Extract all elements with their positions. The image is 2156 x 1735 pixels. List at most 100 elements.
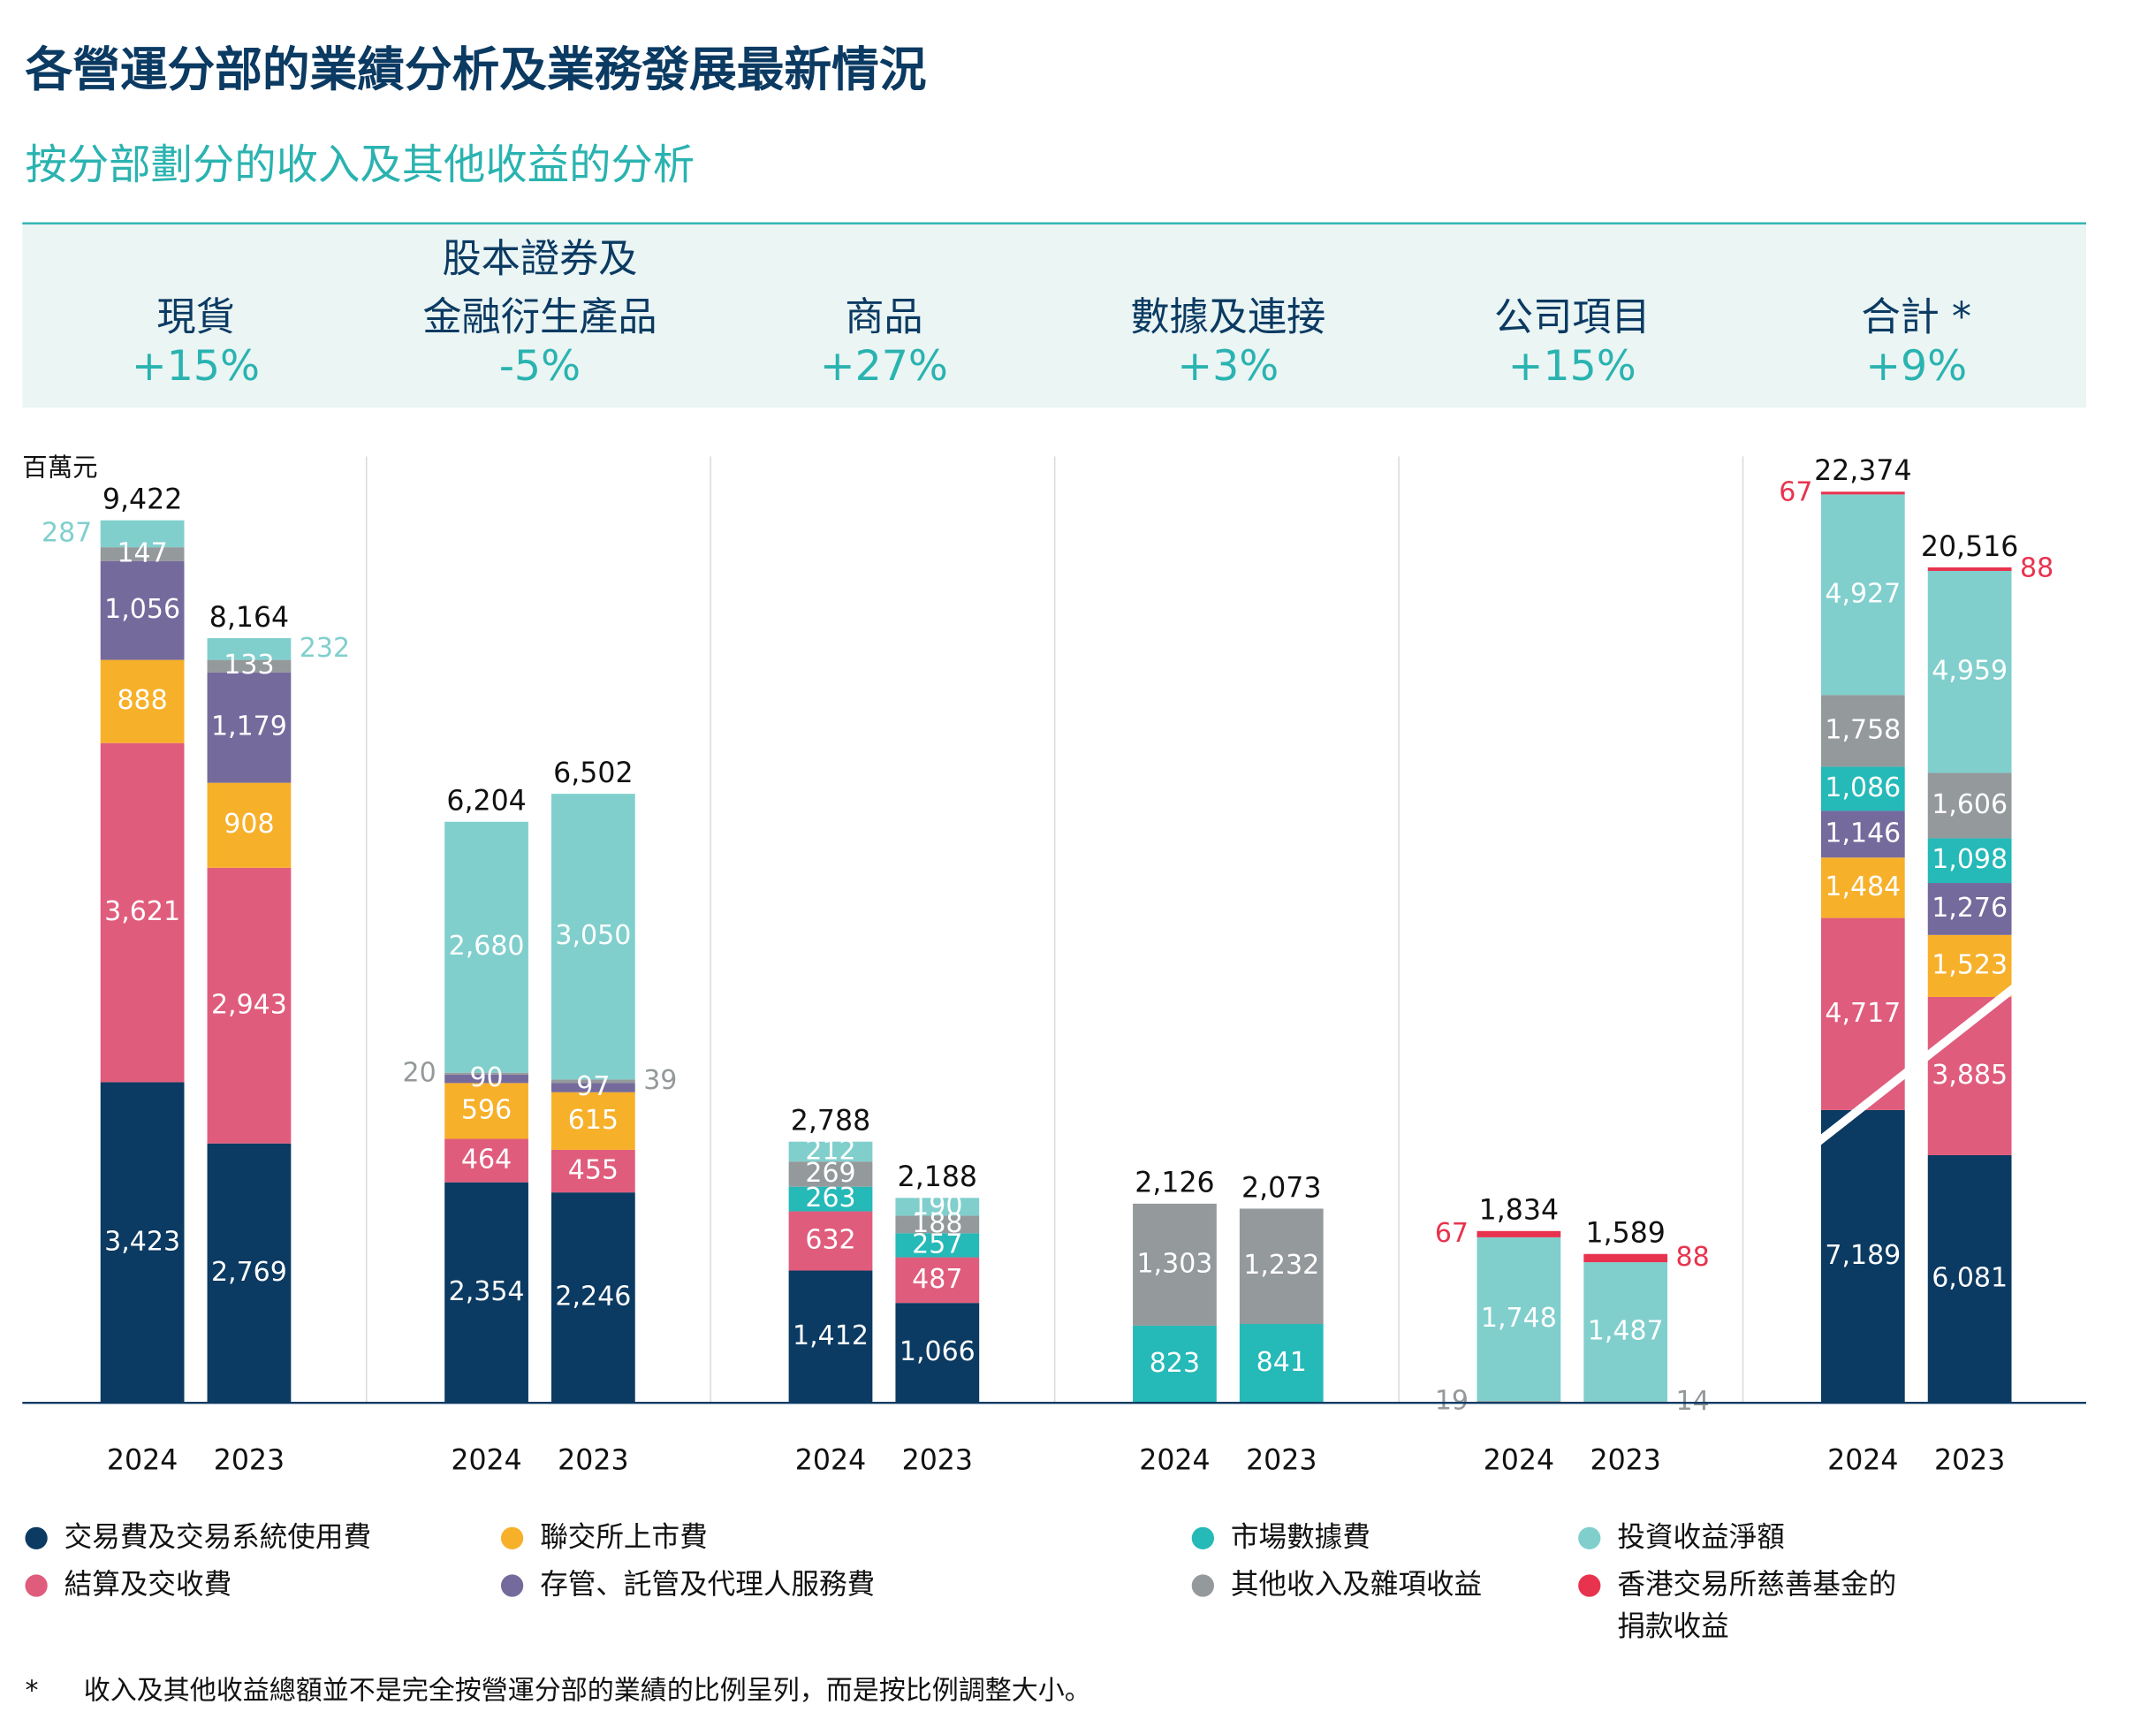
segment-label: 2,680 <box>449 931 525 962</box>
panel-title: 數據及連接 <box>1130 295 1325 340</box>
legend-label: 其他收入及雜項收益 <box>1231 1569 1482 1601</box>
segment-label: 632 <box>805 1225 855 1256</box>
segment-label: 7,189 <box>1825 1240 1901 1271</box>
chart-title: 各營運分部的業績分析及業務發展最新情況 <box>25 42 926 97</box>
bar-segment <box>207 659 292 673</box>
bar-segment <box>788 1270 873 1404</box>
bar-segment <box>550 794 635 1080</box>
total-label: 2,188 <box>898 1161 977 1193</box>
segment-label: 1,232 <box>1243 1250 1319 1281</box>
bar-segment <box>444 821 528 1073</box>
panel-change: +27% <box>820 342 948 391</box>
bar-segment <box>100 520 185 548</box>
panel-change: +15% <box>1508 342 1636 391</box>
segment-label: 4,927 <box>1825 578 1901 609</box>
segment-label: 908 <box>224 809 274 840</box>
bar-segment <box>1927 570 2012 773</box>
bar-segment <box>1820 766 1905 811</box>
x-tick-label: 2024 <box>1484 1444 1554 1476</box>
bar-segment <box>895 1198 980 1216</box>
panel-title: 公司項目 <box>1494 295 1651 340</box>
x-tick-label: 2024 <box>795 1444 866 1476</box>
legend-swatch <box>1578 1526 1601 1549</box>
segment-label: 67 <box>1779 476 1812 507</box>
bar-segment <box>1927 883 2012 935</box>
segment-label: 2,943 <box>211 989 287 1020</box>
segment-label: 1,086 <box>1825 772 1901 803</box>
total-label: 2,073 <box>1241 1172 1321 1204</box>
segment-label: 39 <box>643 1065 677 1096</box>
segment-label: 232 <box>300 633 350 664</box>
bar-segment <box>895 1303 980 1404</box>
segment-label: 263 <box>805 1183 855 1214</box>
bar-segment <box>1927 838 2012 884</box>
panel-title: 合計 * <box>1861 295 1971 340</box>
x-tick-label: 2024 <box>107 1444 178 1476</box>
legend-label: 結算及交收費 <box>65 1569 232 1601</box>
segment-label: 212 <box>805 1135 855 1166</box>
total-label: 9,422 <box>102 484 182 516</box>
total-label: 2,126 <box>1135 1168 1214 1199</box>
bar-segment <box>100 659 185 743</box>
bar-segment <box>1820 1109 1905 1404</box>
segment-label: 1,412 <box>793 1320 869 1351</box>
segment-label: 14 <box>1676 1386 1710 1417</box>
segment-label: 88 <box>1676 1242 1710 1273</box>
segment-label: 1,523 <box>1932 949 2008 980</box>
total-label: 22,374 <box>1814 455 1912 487</box>
legend-label: 存管、託管及代理人服務費 <box>540 1569 875 1601</box>
bar-segment <box>207 867 292 1144</box>
panel-title: 金融衍生產品 <box>422 295 657 340</box>
segment-label: 6,081 <box>1932 1263 2008 1294</box>
segment-label: 455 <box>568 1155 619 1186</box>
bar-segment <box>1820 494 1905 696</box>
panel-title: 商品 <box>845 295 922 340</box>
bar-segment <box>550 1149 635 1193</box>
x-tick-label: 2024 <box>451 1444 521 1476</box>
bar-segment <box>100 547 185 561</box>
segment-label: 487 <box>912 1264 962 1295</box>
segment-label: 1,056 <box>104 594 180 625</box>
bar-segment <box>1927 934 2012 997</box>
legend-label: 聯交所上市費 <box>540 1521 707 1553</box>
x-tick-label: 2023 <box>902 1444 973 1476</box>
segment-label: 841 <box>1256 1347 1307 1378</box>
panel-title: 股本證券及 <box>442 236 637 281</box>
panel-change: +9% <box>1865 342 1967 391</box>
bar-segment <box>207 1143 292 1404</box>
segment-label: 4,717 <box>1825 998 1901 1029</box>
legend-label: 香港交易所慈善基金的捐款收益 <box>1617 1569 1896 1642</box>
segment-label: 615 <box>568 1105 619 1136</box>
bar-segment <box>1477 1230 1561 1237</box>
legend-swatch <box>25 1526 48 1549</box>
footnote-mark: * <box>25 1676 38 1707</box>
bar-segment <box>788 1211 873 1271</box>
total-label: 1,834 <box>1479 1195 1559 1227</box>
segment-label: 4,959 <box>1932 656 2008 687</box>
legend-label: 交易費及交易系統使用費 <box>65 1521 371 1553</box>
bar-segment <box>1820 491 1905 495</box>
bar-segment <box>1583 1262 1668 1402</box>
legend-swatch <box>500 1526 524 1549</box>
segment-label: 97 <box>576 1071 610 1102</box>
segment-label: 287 <box>42 517 92 548</box>
scale-break <box>1815 982 2020 1145</box>
bar-segment <box>895 1257 980 1304</box>
segment-label: 3,621 <box>104 896 180 927</box>
total-label: 2,788 <box>791 1106 870 1138</box>
x-tick-label: 2023 <box>1590 1444 1661 1476</box>
bar-segment <box>1583 1253 1668 1263</box>
segment-label: 1,276 <box>1932 893 2008 924</box>
bar-segment <box>1820 695 1905 767</box>
segment-label: 3,423 <box>104 1226 180 1257</box>
bar-segment <box>895 1233 980 1258</box>
x-tick-label: 2023 <box>1934 1444 2005 1476</box>
bar-segment <box>550 1079 635 1084</box>
total-label: 8,164 <box>209 602 289 634</box>
bar-segment <box>100 560 185 660</box>
segment-label: 464 <box>461 1145 512 1176</box>
segment-label: 3,885 <box>1932 1060 2008 1091</box>
bar-segment <box>550 1192 635 1404</box>
bar-segment <box>1133 1325 1217 1404</box>
segment-label: 257 <box>912 1229 962 1259</box>
